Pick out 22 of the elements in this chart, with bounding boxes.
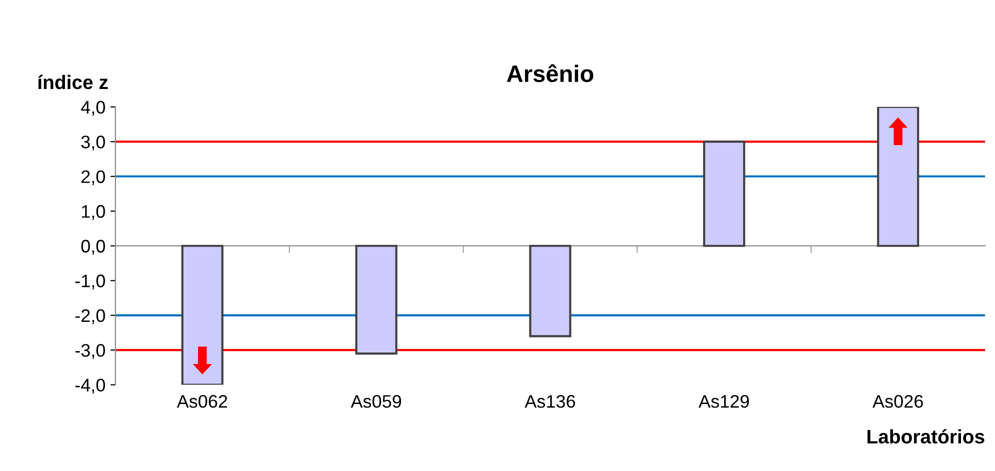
x-axis-title: Laboratórios [868, 429, 984, 444]
x-tick-label: As136 [524, 395, 576, 408]
y-axis-title: índice z [38, 74, 108, 90]
x-tick-label: As129 [698, 395, 749, 408]
y-tick-label: 0,0 [81, 240, 105, 255]
x-tick-label: As026 [872, 395, 923, 408]
y-tick-label: -3,0 [75, 344, 105, 359]
y-tick-label: 4,0 [81, 100, 105, 116]
y-tick-label: -1,0 [75, 274, 105, 290]
bar [877, 106, 920, 247]
y-tick-label: -4,0 [75, 378, 105, 394]
x-tick-label: As059 [350, 395, 402, 408]
bar [529, 244, 572, 338]
bar [355, 244, 398, 355]
bar [703, 140, 746, 247]
chart-title: Arsênio [506, 64, 594, 82]
y-tick-label: 3,0 [81, 136, 105, 151]
y-tick-label: 2,0 [82, 170, 105, 186]
y-tick-label: 1,0 [82, 205, 105, 220]
bar [181, 244, 224, 385]
x-tick-label: As062 [176, 395, 228, 408]
y-tick-label: -2,0 [75, 309, 105, 324]
